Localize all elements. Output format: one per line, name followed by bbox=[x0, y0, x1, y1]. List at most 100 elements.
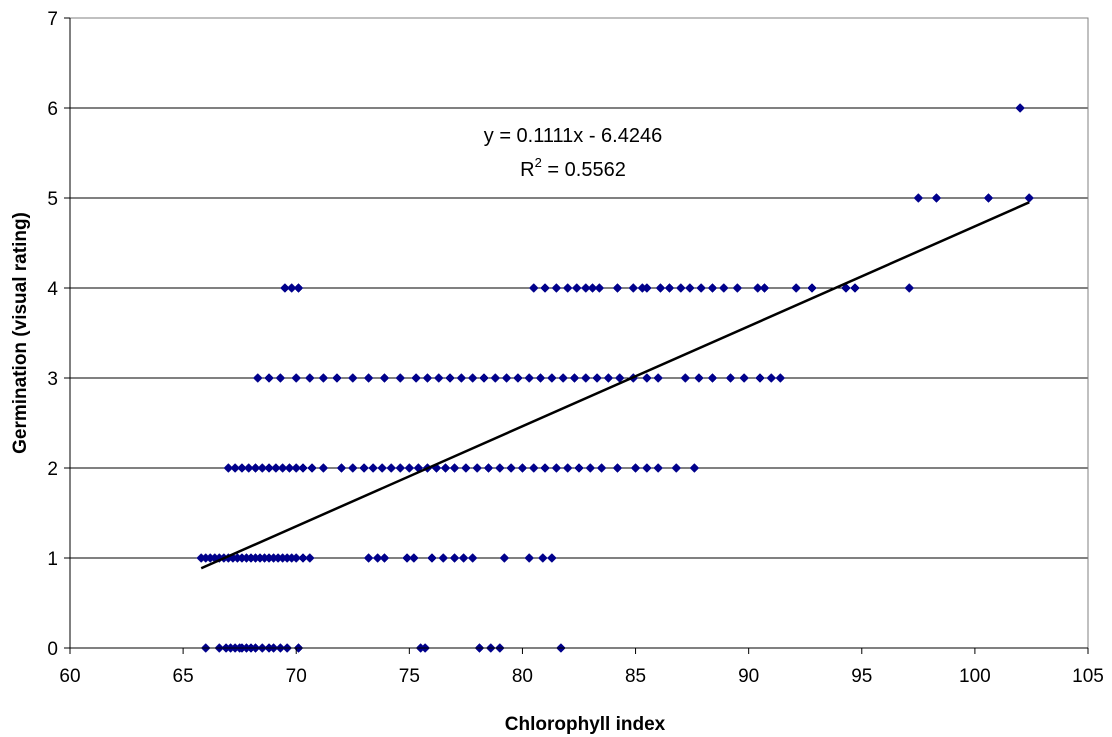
data-point bbox=[517, 463, 528, 473]
y-axis-title: Germination (visual rating) bbox=[10, 212, 31, 454]
data-point bbox=[630, 463, 641, 473]
data-point bbox=[904, 283, 915, 293]
data-point bbox=[230, 463, 240, 473]
data-point bbox=[689, 463, 700, 473]
data-point bbox=[422, 373, 433, 383]
data-point bbox=[395, 373, 406, 383]
data-point bbox=[596, 463, 607, 473]
data-point bbox=[535, 373, 546, 383]
data-point bbox=[264, 463, 274, 473]
x-tick-label: 80 bbox=[512, 666, 533, 687]
data-point bbox=[223, 463, 234, 473]
data-point bbox=[585, 463, 596, 473]
y-tick-label: 4 bbox=[47, 279, 58, 300]
data-point bbox=[696, 283, 707, 293]
data-point bbox=[540, 463, 550, 473]
data-point bbox=[445, 373, 455, 383]
y-tick-label: 0 bbox=[47, 639, 58, 660]
x-tick-label: 105 bbox=[1072, 666, 1104, 687]
data-point bbox=[612, 283, 623, 293]
x-tick-label: 70 bbox=[286, 666, 307, 687]
data-point bbox=[298, 553, 308, 563]
data-point bbox=[664, 283, 675, 293]
data-point bbox=[684, 283, 695, 293]
data-point bbox=[775, 373, 786, 383]
data-point bbox=[277, 463, 288, 473]
data-point bbox=[571, 283, 582, 293]
data-point bbox=[1015, 103, 1025, 113]
data-point bbox=[524, 373, 535, 383]
data-point bbox=[642, 283, 652, 293]
data-point bbox=[537, 553, 548, 563]
x-tick-label: 75 bbox=[399, 666, 420, 687]
trendline-equation: y = 0.1111x - 6.4246 bbox=[484, 125, 662, 147]
data-point bbox=[707, 373, 718, 383]
data-point bbox=[372, 553, 383, 563]
x-axis-title: Chlorophyll index bbox=[505, 714, 666, 735]
data-point bbox=[483, 463, 494, 473]
data-point bbox=[271, 463, 281, 473]
data-point bbox=[499, 553, 510, 563]
data-point bbox=[286, 283, 297, 293]
y-tick-label: 5 bbox=[47, 189, 58, 210]
data-point bbox=[433, 373, 444, 383]
data-point bbox=[528, 463, 539, 473]
data-point bbox=[467, 373, 478, 383]
data-point bbox=[506, 463, 516, 473]
data-point bbox=[440, 463, 451, 473]
data-point bbox=[298, 463, 308, 473]
data-point bbox=[347, 463, 358, 473]
data-point bbox=[628, 283, 639, 293]
y-axis-ticks: 0 1 2 3 4 5 6 7 bbox=[47, 9, 71, 660]
data-point bbox=[257, 463, 268, 473]
y-tick-label: 2 bbox=[47, 459, 58, 480]
data-point bbox=[580, 373, 591, 383]
data-point bbox=[580, 283, 591, 293]
data-point bbox=[551, 463, 562, 473]
data-point bbox=[501, 373, 512, 383]
data-point bbox=[293, 283, 304, 293]
data-point bbox=[528, 283, 539, 293]
data-point bbox=[725, 373, 736, 383]
data-point bbox=[284, 463, 295, 473]
data-point bbox=[461, 463, 471, 473]
data-point bbox=[449, 463, 460, 473]
data-point bbox=[612, 463, 623, 473]
data-point bbox=[402, 553, 412, 563]
x-tick-label: 100 bbox=[959, 666, 991, 687]
data-point bbox=[243, 463, 254, 473]
data-point bbox=[386, 463, 397, 473]
data-point bbox=[642, 463, 652, 473]
data-point bbox=[237, 463, 247, 473]
data-point bbox=[569, 373, 580, 383]
y-tick-label: 7 bbox=[47, 9, 58, 30]
data-point bbox=[304, 553, 315, 563]
x-tick-label: 90 bbox=[738, 666, 759, 687]
data-point bbox=[379, 553, 390, 563]
r-squared-label: R2 = 0.5562 bbox=[520, 155, 626, 181]
x-tick-label: 95 bbox=[851, 666, 872, 687]
data-point bbox=[592, 373, 602, 383]
data-point bbox=[359, 463, 369, 473]
data-point bbox=[363, 553, 374, 563]
data-point bbox=[983, 193, 994, 203]
data-point bbox=[363, 373, 374, 383]
data-point bbox=[472, 463, 483, 473]
data-point bbox=[250, 463, 261, 473]
data-point bbox=[513, 373, 523, 383]
data-point bbox=[766, 373, 777, 383]
trendline bbox=[200, 201, 1030, 570]
data-point bbox=[291, 463, 302, 473]
plot-area-border bbox=[69, 17, 1089, 649]
data-point bbox=[752, 283, 763, 293]
data-point bbox=[739, 373, 749, 383]
data-point bbox=[458, 553, 469, 563]
data-point bbox=[807, 283, 817, 293]
data-point bbox=[264, 373, 274, 383]
data-point bbox=[718, 283, 729, 293]
data-point bbox=[675, 283, 686, 293]
y-tick-label: 6 bbox=[47, 99, 58, 120]
data-point bbox=[291, 553, 302, 563]
data-point bbox=[574, 463, 584, 473]
data-point bbox=[377, 463, 388, 473]
